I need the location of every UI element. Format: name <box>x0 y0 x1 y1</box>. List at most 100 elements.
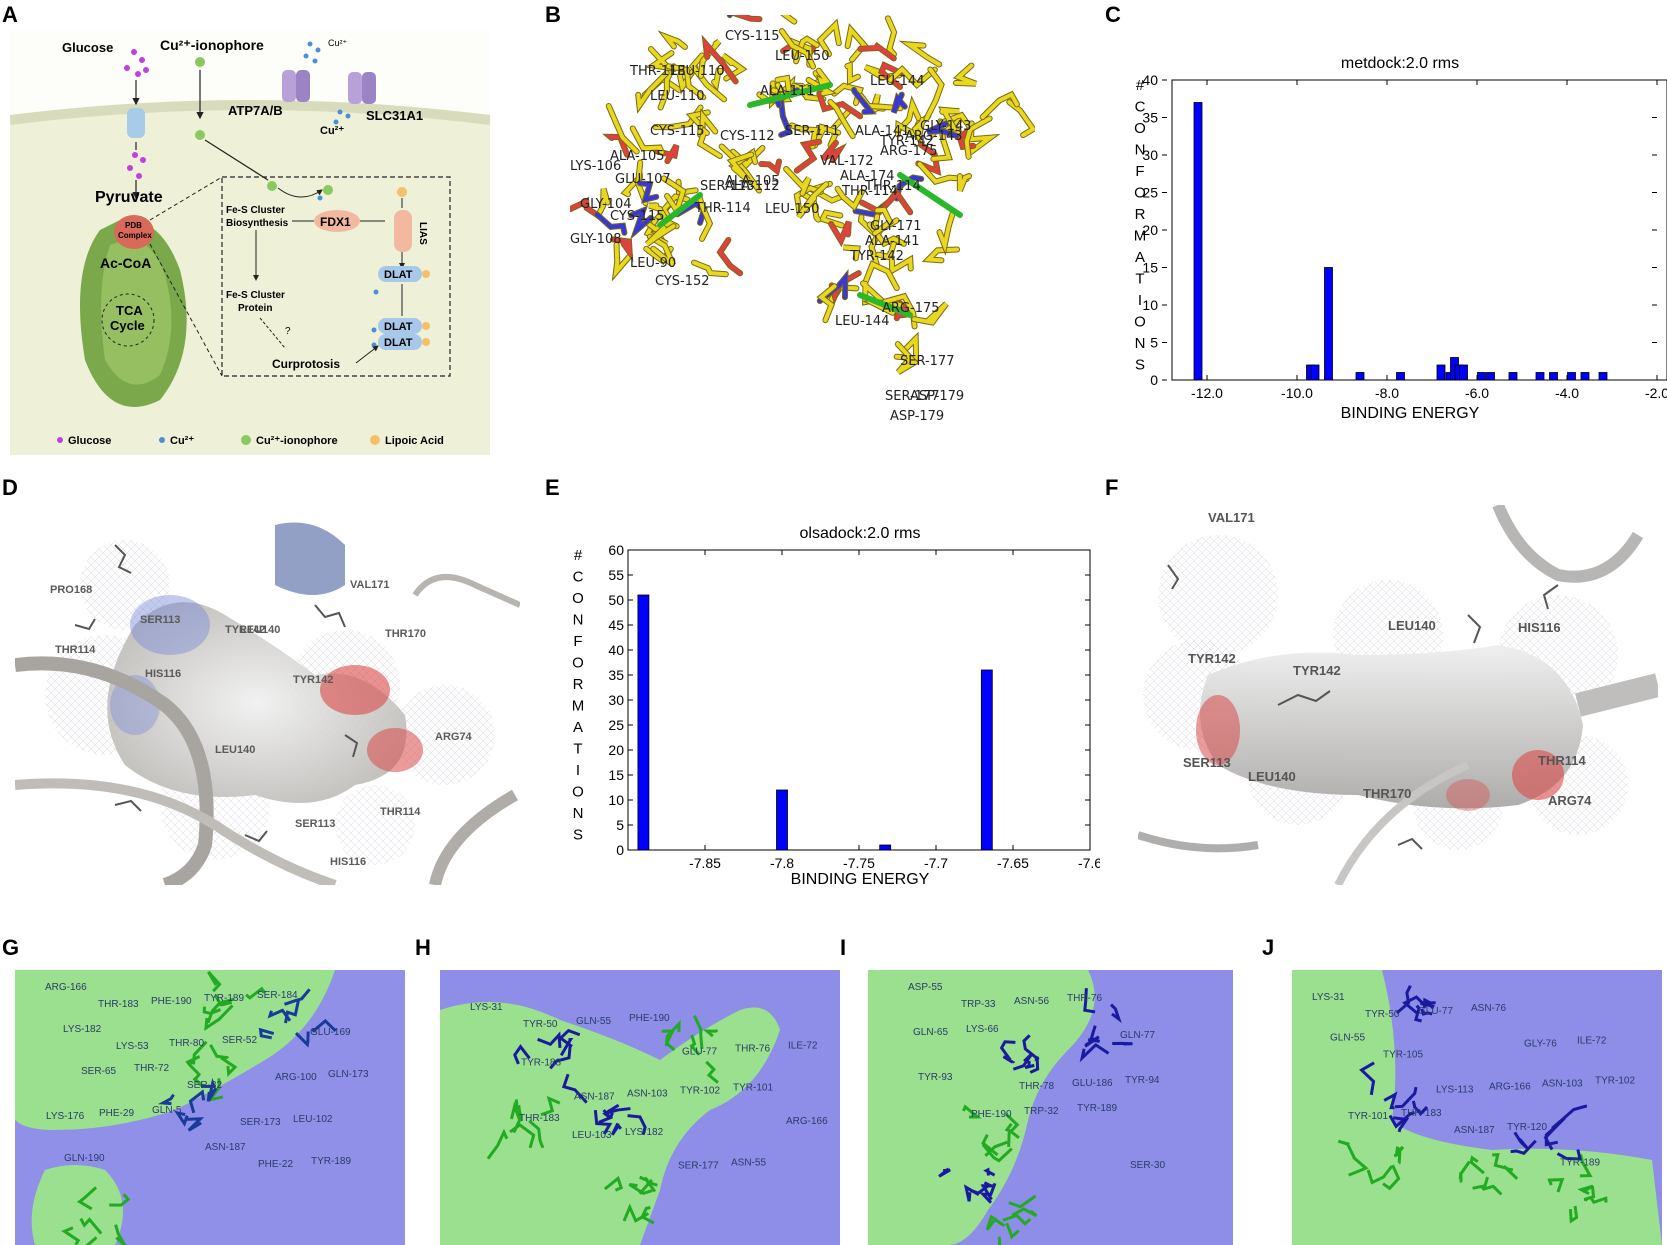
cu-bottom-label: Cu²⁺ <box>320 125 344 137</box>
residue-label: THR114 <box>55 644 96 656</box>
residue-label: LEU-90 <box>630 256 676 271</box>
residue-label: TYR-142 <box>849 249 904 264</box>
residue-label: LEU-150 <box>765 202 819 217</box>
residue-label: SER-111 <box>785 124 839 139</box>
residue-label: THR-183 <box>1401 1108 1442 1119</box>
residue-label: THR170 <box>1363 786 1411 801</box>
y-tick-label: 30 <box>1142 147 1158 163</box>
residue-label: GLY-143 <box>920 119 972 134</box>
lias-icon <box>394 210 412 252</box>
residue-label: THR-114 <box>841 184 898 199</box>
glucose-dots <box>124 49 149 179</box>
residue-label: TYR-188 <box>521 1058 561 1069</box>
residue-label: PRO168 <box>50 584 92 596</box>
residue-label: LEU140 <box>1248 769 1296 784</box>
chart-ylabel-char: C <box>1135 99 1146 116</box>
residue-label: ARG74 <box>1548 793 1592 808</box>
cu-top-label: Cu²⁺ <box>328 38 348 48</box>
interface-image-g: ARG-166 THR-183 PHE-190 TYR-189 SER-184 GLU-1… <box>15 970 405 1245</box>
bar <box>1355 372 1365 381</box>
residue-label: LYS-106 <box>570 159 621 174</box>
residue-label: TYR142 <box>225 624 265 636</box>
residue-label: ILE-72 <box>1577 1035 1607 1046</box>
y-tick-label: 20 <box>1142 222 1158 238</box>
residue-label: TYR-50 <box>523 1019 558 1030</box>
residue-label: ASN-187 <box>1454 1125 1495 1136</box>
x-tick-label: -6.0 <box>1465 385 1489 401</box>
chart-e-plot-frame <box>627 549 1091 851</box>
y-tick-label: 35 <box>608 667 624 683</box>
chart-ylabel-char: N <box>573 805 584 822</box>
residue-label: THR114 <box>380 806 421 818</box>
chart-c-plot-frame <box>1171 79 1667 381</box>
residue-label: GLY-76 <box>1524 1038 1557 1049</box>
interface-image-j: LYS-31 TYR-50 GLU-77 ASN-76 GLY-76 ILE-72 GLN-… <box>1292 970 1662 1245</box>
dlat-label-3: DLAT <box>384 337 413 349</box>
residue-label: THR-113 <box>629 64 686 79</box>
y-tick-label: 10 <box>608 792 624 808</box>
residue-label: THR114 <box>1538 753 1586 768</box>
residue-label: ARG-166 <box>45 982 87 993</box>
y-tick-label: 50 <box>608 592 624 608</box>
chart-ylabel-char: C <box>573 569 584 586</box>
y-tick-label: 35 <box>1142 110 1158 126</box>
residue-label: ASN-103 <box>627 1088 668 1099</box>
residue-label: THR-183 <box>98 999 139 1010</box>
residue-label: CYS-112 <box>720 129 775 144</box>
cu-ionophore-label: Cu²⁺-ionophore <box>160 37 264 53</box>
chart-ylabel-char: # <box>1136 77 1145 94</box>
chart-ylabel-char: I <box>576 762 580 779</box>
bar <box>776 789 788 851</box>
residue-label: CYS-115 <box>725 29 780 44</box>
residue-label: TYR-189 <box>1560 1157 1600 1168</box>
residue-label: LYS-182 <box>63 1024 102 1035</box>
x-tick-label: -2.0 <box>1645 385 1667 401</box>
residue-label: LEU-110 <box>670 64 724 79</box>
legend-glucose: Glucose <box>68 435 111 447</box>
fes-prot-label-1: Fe-S Cluster <box>226 290 285 301</box>
ionophore-icon <box>195 130 205 140</box>
residue-label: THR-183 <box>519 1113 560 1124</box>
residue-label: TYR-120 <box>1507 1122 1547 1133</box>
panel-e-chart: olsadock:2.0 rms # C O N F O R M A T I O N S 0 5 10 15 20… <box>570 510 1100 895</box>
residue-label: ASN-187 <box>574 1091 615 1102</box>
residue-label: LYS-31 <box>470 1002 503 1013</box>
residue-label: LEU140 <box>240 624 280 636</box>
residue-label: PHE-29 <box>99 1108 134 1119</box>
atp7ab-transporter-icon <box>282 70 296 102</box>
residue-label: ASP-55 <box>908 982 943 993</box>
bar <box>637 594 650 851</box>
residue-label: TYR-93 <box>918 1072 953 1083</box>
bar <box>1508 372 1518 381</box>
residue-label: CYS-115 <box>610 209 665 224</box>
residue-label: GLU-77 <box>682 1047 717 1058</box>
x-tick-label: -4.0 <box>1555 385 1579 401</box>
bar <box>1324 267 1333 381</box>
bar <box>1193 102 1203 381</box>
dlat-label-2: DLAT <box>384 321 413 333</box>
residue-label: LEU-110 <box>650 89 704 104</box>
chart-ylabel-char: T <box>573 741 582 758</box>
residue-label: LEU-102 <box>293 1114 333 1125</box>
residue-label: SER-32 <box>187 1080 222 1091</box>
bar <box>1459 364 1468 381</box>
interface-image-i: ASP-55 TRP-33 ASN-56 THR-76 GLN-77 GLN-65 LYS-… <box>868 970 1233 1245</box>
panel-label-i: I <box>840 935 847 960</box>
residue-label: PHE-190 <box>629 1013 670 1024</box>
residue-label: ASN-55 <box>731 1158 766 1169</box>
fes-bio-label-1: Fe-S Cluster <box>226 205 285 216</box>
panel-c-chart: metdock:2.0 rms # C O N F O R M A T I O N S 0 5 10 15 20 2… <box>1130 40 1667 440</box>
residue-label: TYR-105 <box>1383 1049 1423 1060</box>
residue-label: SER-65 <box>81 1066 116 1077</box>
glucose-transporter-icon <box>127 108 145 138</box>
chart-c-xlabel: BINDING ENERGY <box>1341 405 1480 422</box>
panel-label-b: B <box>545 2 561 27</box>
residue-label: CYS-152 <box>655 274 710 289</box>
residue-label: LYS-66 <box>966 1024 999 1035</box>
y-tick-label: 15 <box>608 767 624 783</box>
residue-label: SER-52 <box>222 1035 257 1046</box>
residue-label: GLY-104 <box>580 197 632 212</box>
residue-label: ASN-76 <box>1471 1003 1506 1014</box>
panel-label-a: A <box>2 2 18 27</box>
residue-label: SER-177 <box>900 354 954 369</box>
